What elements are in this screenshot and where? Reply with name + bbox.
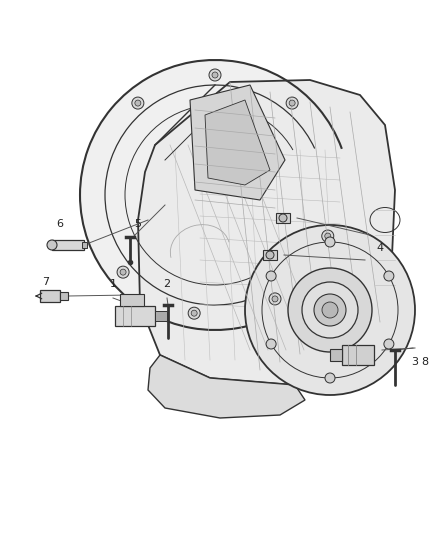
Circle shape — [132, 97, 144, 109]
Circle shape — [212, 72, 218, 78]
Circle shape — [325, 373, 335, 383]
Bar — [52, 240, 84, 250]
Circle shape — [135, 100, 141, 106]
Circle shape — [47, 240, 57, 250]
Circle shape — [120, 269, 126, 275]
Circle shape — [279, 214, 287, 222]
Bar — [342, 345, 374, 365]
Text: 5: 5 — [134, 219, 141, 229]
Bar — [155, 311, 167, 321]
Polygon shape — [148, 355, 305, 418]
Polygon shape — [205, 100, 270, 185]
Circle shape — [302, 282, 358, 338]
Circle shape — [288, 268, 372, 352]
Bar — [120, 294, 144, 306]
Circle shape — [325, 233, 331, 239]
Circle shape — [245, 225, 415, 395]
Text: 2: 2 — [163, 279, 170, 289]
Circle shape — [272, 296, 278, 302]
Circle shape — [384, 271, 394, 281]
Text: 6: 6 — [57, 219, 64, 229]
Text: 8: 8 — [421, 357, 428, 367]
Circle shape — [286, 97, 298, 109]
Bar — [82, 242, 87, 248]
Bar — [60, 292, 68, 300]
Text: 1: 1 — [110, 279, 117, 289]
Bar — [330, 349, 342, 361]
Text: 4: 4 — [376, 243, 384, 253]
Circle shape — [266, 339, 276, 349]
Circle shape — [289, 100, 295, 106]
Bar — [276, 213, 290, 223]
Circle shape — [325, 237, 335, 247]
Circle shape — [209, 69, 221, 81]
Circle shape — [322, 302, 338, 318]
Polygon shape — [138, 80, 395, 385]
Bar — [40, 290, 60, 302]
Circle shape — [188, 307, 200, 319]
Bar — [263, 250, 277, 260]
Circle shape — [117, 266, 129, 278]
Text: 3: 3 — [411, 357, 418, 367]
Circle shape — [322, 230, 334, 242]
Circle shape — [269, 293, 281, 305]
Circle shape — [266, 271, 276, 281]
Polygon shape — [190, 85, 285, 200]
Circle shape — [314, 294, 346, 326]
Text: 7: 7 — [42, 277, 49, 287]
Circle shape — [191, 310, 197, 316]
Circle shape — [266, 251, 274, 259]
Ellipse shape — [80, 60, 350, 330]
Bar — [115, 306, 155, 326]
Circle shape — [384, 339, 394, 349]
